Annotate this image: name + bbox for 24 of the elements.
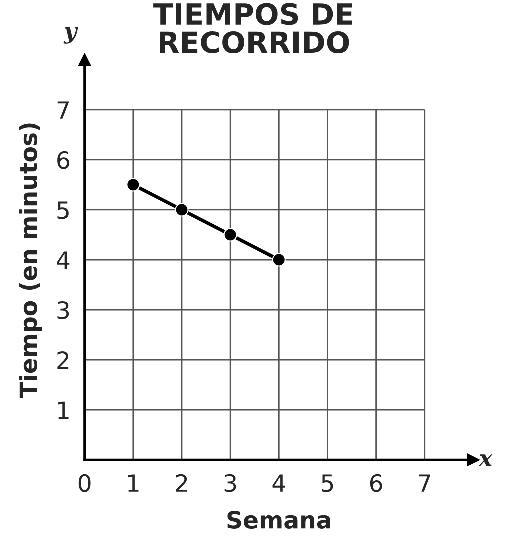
y-tick-label: 3 bbox=[58, 301, 70, 320]
y-tick-label: 2 bbox=[58, 351, 69, 370]
text: x bbox=[478, 454, 493, 466]
x-tick-label: 0 bbox=[78, 474, 91, 492]
point bbox=[272, 253, 286, 267]
x-tick-label: 2 bbox=[176, 474, 188, 492]
chart-title: TIEMPOS DE RECORRIDO bbox=[154, 3, 352, 54]
x-tick-label: 4 bbox=[272, 474, 286, 492]
x-tick-label: 7 bbox=[419, 474, 430, 492]
point bbox=[175, 203, 189, 217]
y-tick-label: 6 bbox=[58, 151, 70, 170]
y-tick-label: 1 bbox=[58, 402, 69, 420]
x-tick-label: 1 bbox=[128, 474, 139, 492]
point bbox=[224, 228, 238, 242]
y-axis-title: Tiempo (en minutos) bbox=[19, 124, 42, 398]
x-tick-label: 5 bbox=[322, 474, 334, 492]
x-tick-label: 6 bbox=[370, 474, 382, 492]
x-tick-label: 3 bbox=[224, 474, 236, 492]
y-tick-label: 5 bbox=[58, 202, 69, 220]
x-axis-title: Semana bbox=[228, 511, 330, 529]
y-tick-label: 4 bbox=[57, 252, 70, 269]
y-tick-label: 7 bbox=[58, 102, 69, 119]
point bbox=[126, 178, 140, 192]
text: y bbox=[64, 27, 78, 44]
